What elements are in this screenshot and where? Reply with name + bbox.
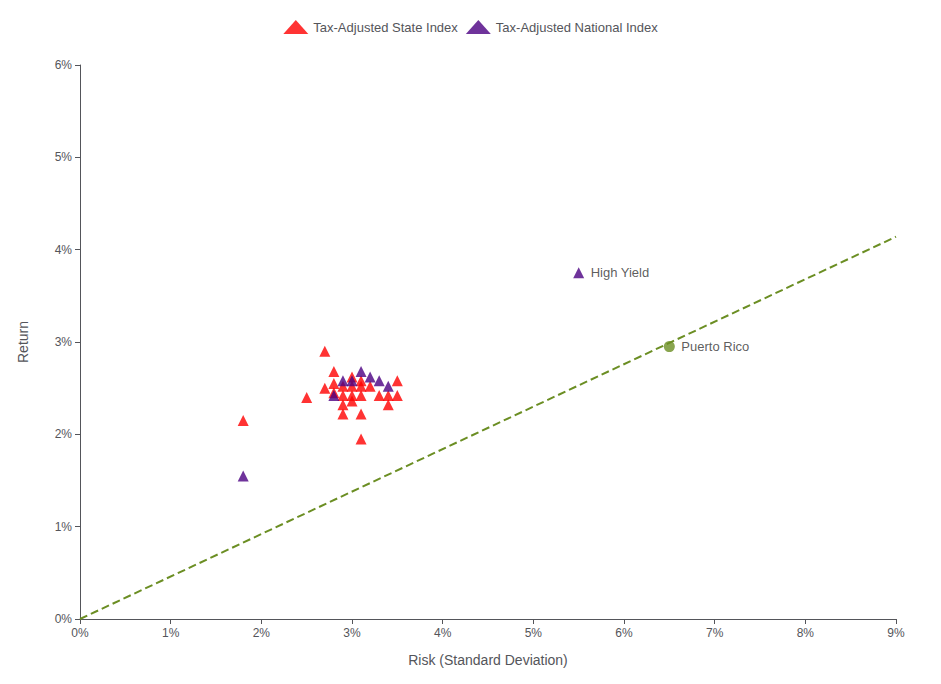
svg-text:4%: 4% [434,626,452,640]
svg-text:Tax-Adjusted State Index: Tax-Adjusted State Index [313,20,458,35]
svg-text:4%: 4% [55,243,73,257]
svg-text:8%: 8% [797,626,815,640]
svg-text:2%: 2% [55,427,73,441]
svg-text:3%: 3% [55,335,73,349]
svg-text:Return: Return [15,321,31,363]
svg-text:0%: 0% [55,612,73,626]
svg-text:6%: 6% [615,626,633,640]
svg-text:Puerto Rico: Puerto Rico [681,339,749,354]
svg-text:High Yield: High Yield [591,265,650,280]
svg-text:5%: 5% [55,150,73,164]
svg-text:0%: 0% [71,626,89,640]
svg-text:2%: 2% [253,626,271,640]
svg-text:Risk (Standard Deviation): Risk (Standard Deviation) [408,652,568,668]
svg-text:6%: 6% [55,58,73,72]
svg-text:7%: 7% [706,626,724,640]
svg-text:3%: 3% [343,626,361,640]
svg-text:1%: 1% [55,520,73,534]
svg-text:Tax-Adjusted National Index: Tax-Adjusted National Index [496,20,658,35]
svg-text:5%: 5% [525,626,543,640]
svg-text:9%: 9% [887,626,905,640]
svg-text:1%: 1% [162,626,180,640]
